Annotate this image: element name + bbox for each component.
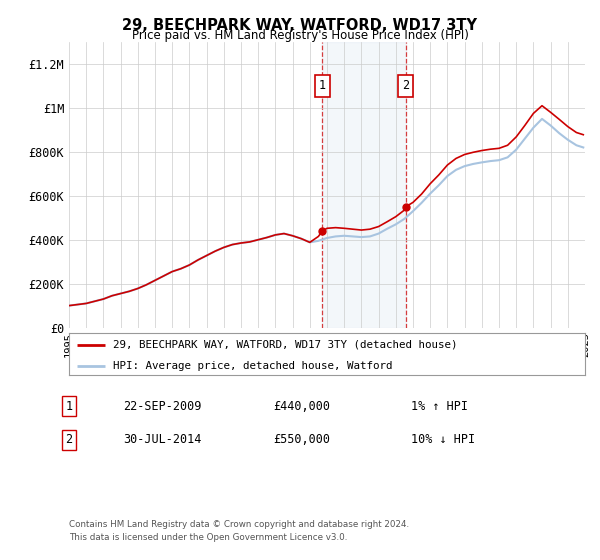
Text: 1: 1 (319, 80, 326, 92)
Text: 29, BEECHPARK WAY, WATFORD, WD17 3TY: 29, BEECHPARK WAY, WATFORD, WD17 3TY (122, 18, 478, 33)
Text: 1% ↑ HPI: 1% ↑ HPI (411, 399, 468, 413)
Text: 29, BEECHPARK WAY, WATFORD, WD17 3TY (detached house): 29, BEECHPARK WAY, WATFORD, WD17 3TY (de… (113, 339, 457, 349)
Text: 2: 2 (402, 80, 409, 92)
Text: 10% ↓ HPI: 10% ↓ HPI (411, 433, 475, 446)
Text: This data is licensed under the Open Government Licence v3.0.: This data is licensed under the Open Gov… (69, 533, 347, 542)
Text: 30-JUL-2014: 30-JUL-2014 (123, 433, 202, 446)
Text: £550,000: £550,000 (273, 433, 330, 446)
Text: Price paid vs. HM Land Registry's House Price Index (HPI): Price paid vs. HM Land Registry's House … (131, 29, 469, 42)
Text: £440,000: £440,000 (273, 399, 330, 413)
Text: 22-SEP-2009: 22-SEP-2009 (123, 399, 202, 413)
Text: 2: 2 (65, 433, 73, 446)
Text: Contains HM Land Registry data © Crown copyright and database right 2024.: Contains HM Land Registry data © Crown c… (69, 520, 409, 529)
Text: 1: 1 (65, 399, 73, 413)
Bar (322, 42, 406, 328)
Text: HPI: Average price, detached house, Watford: HPI: Average price, detached house, Watf… (113, 361, 392, 371)
